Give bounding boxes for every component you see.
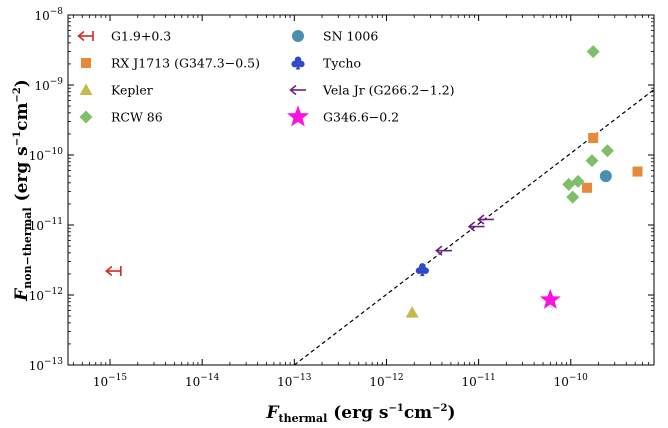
y-tick-label: 10−12 xyxy=(29,287,63,303)
legend-marker xyxy=(292,30,304,42)
data-point xyxy=(582,182,593,193)
y-tick-label: 10−9 xyxy=(34,77,63,93)
plot-frame xyxy=(67,14,655,366)
x-tick-label: 10−12 xyxy=(369,373,403,389)
legend-label: Tycho xyxy=(323,56,361,71)
legend-label: G346.6−0.2 xyxy=(323,110,399,125)
legend-label: Vela Jr (G266.2−1.2) xyxy=(322,83,455,98)
legend-label: G1.9+0.3 xyxy=(111,29,171,44)
data-point xyxy=(585,154,599,168)
legend-label: RX J1713 (G347.3−0.5) xyxy=(111,56,260,71)
data-point xyxy=(588,132,599,143)
legend-marker xyxy=(79,110,93,124)
x-tick-label: 10−15 xyxy=(93,373,128,389)
x-tick-label: 10−11 xyxy=(461,373,495,389)
data-point xyxy=(435,245,452,256)
legend-marker xyxy=(287,105,309,127)
data-point xyxy=(467,221,485,232)
data-point xyxy=(405,306,419,318)
data-point xyxy=(477,214,494,225)
legend-marker xyxy=(77,30,94,42)
y-tick-label: 10−13 xyxy=(29,357,64,373)
x-tick-label: 10−14 xyxy=(185,373,220,389)
legend-label: RCW 86 xyxy=(111,110,163,125)
y-tick-label: 10−10 xyxy=(29,147,64,163)
legend-marker xyxy=(289,84,306,96)
data-point xyxy=(105,265,122,277)
legend-marker xyxy=(79,83,93,95)
legend-label: Kepler xyxy=(111,83,153,98)
x-axis-label: Fthermal (erg s−1cm−2) xyxy=(265,403,455,425)
y-tick-label: 10−8 xyxy=(34,7,63,23)
legend-marker xyxy=(291,56,305,70)
data-point xyxy=(566,190,580,204)
data-point xyxy=(600,144,614,158)
data-point xyxy=(632,166,643,177)
legend-marker xyxy=(81,58,91,68)
data-point xyxy=(415,263,429,277)
data-point xyxy=(571,174,585,188)
x-tick-label: 10−13 xyxy=(277,373,312,389)
data-point xyxy=(539,288,561,309)
y-axis-label: Fnon−thermal (erg s−1cm−2) xyxy=(12,79,34,302)
data-point xyxy=(586,45,600,59)
data-point xyxy=(599,170,612,183)
y-tick-label: 10−11 xyxy=(29,217,63,233)
x-tick-label: 10−10 xyxy=(554,373,589,389)
legend-label: SN 1006 xyxy=(323,29,378,44)
